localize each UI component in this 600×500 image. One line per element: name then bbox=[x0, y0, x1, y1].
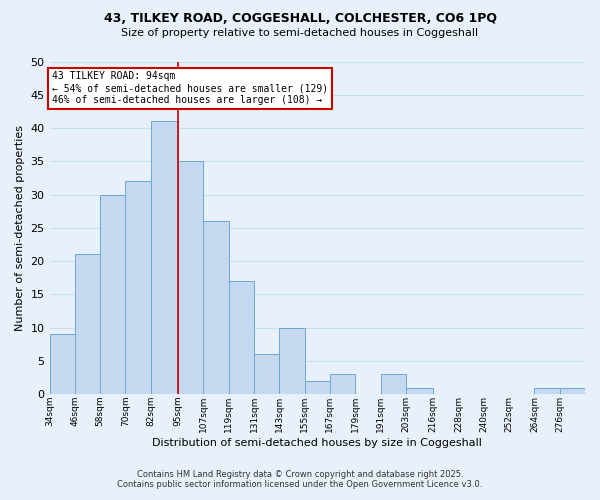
Bar bbox=[330, 374, 355, 394]
Text: Size of property relative to semi-detached houses in Coggeshall: Size of property relative to semi-detach… bbox=[121, 28, 479, 38]
Bar bbox=[100, 194, 125, 394]
Y-axis label: Number of semi-detached properties: Number of semi-detached properties bbox=[15, 125, 25, 331]
Bar bbox=[178, 162, 203, 394]
Bar bbox=[151, 122, 178, 394]
Bar bbox=[50, 334, 75, 394]
Bar bbox=[125, 182, 151, 394]
Bar bbox=[406, 388, 433, 394]
Bar bbox=[280, 328, 305, 394]
Bar bbox=[75, 254, 100, 394]
Bar bbox=[254, 354, 280, 394]
Text: 43, TILKEY ROAD, COGGESHALL, COLCHESTER, CO6 1PQ: 43, TILKEY ROAD, COGGESHALL, COLCHESTER,… bbox=[104, 12, 497, 26]
Bar bbox=[229, 281, 254, 394]
Bar bbox=[203, 221, 229, 394]
Text: 43 TILKEY ROAD: 94sqm
← 54% of semi-detached houses are smaller (129)
46% of sem: 43 TILKEY ROAD: 94sqm ← 54% of semi-deta… bbox=[52, 72, 328, 104]
Bar bbox=[535, 388, 560, 394]
X-axis label: Distribution of semi-detached houses by size in Coggeshall: Distribution of semi-detached houses by … bbox=[152, 438, 482, 448]
Bar bbox=[380, 374, 406, 394]
Bar bbox=[305, 381, 330, 394]
Text: Contains HM Land Registry data © Crown copyright and database right 2025.
Contai: Contains HM Land Registry data © Crown c… bbox=[118, 470, 482, 489]
Bar bbox=[560, 388, 585, 394]
